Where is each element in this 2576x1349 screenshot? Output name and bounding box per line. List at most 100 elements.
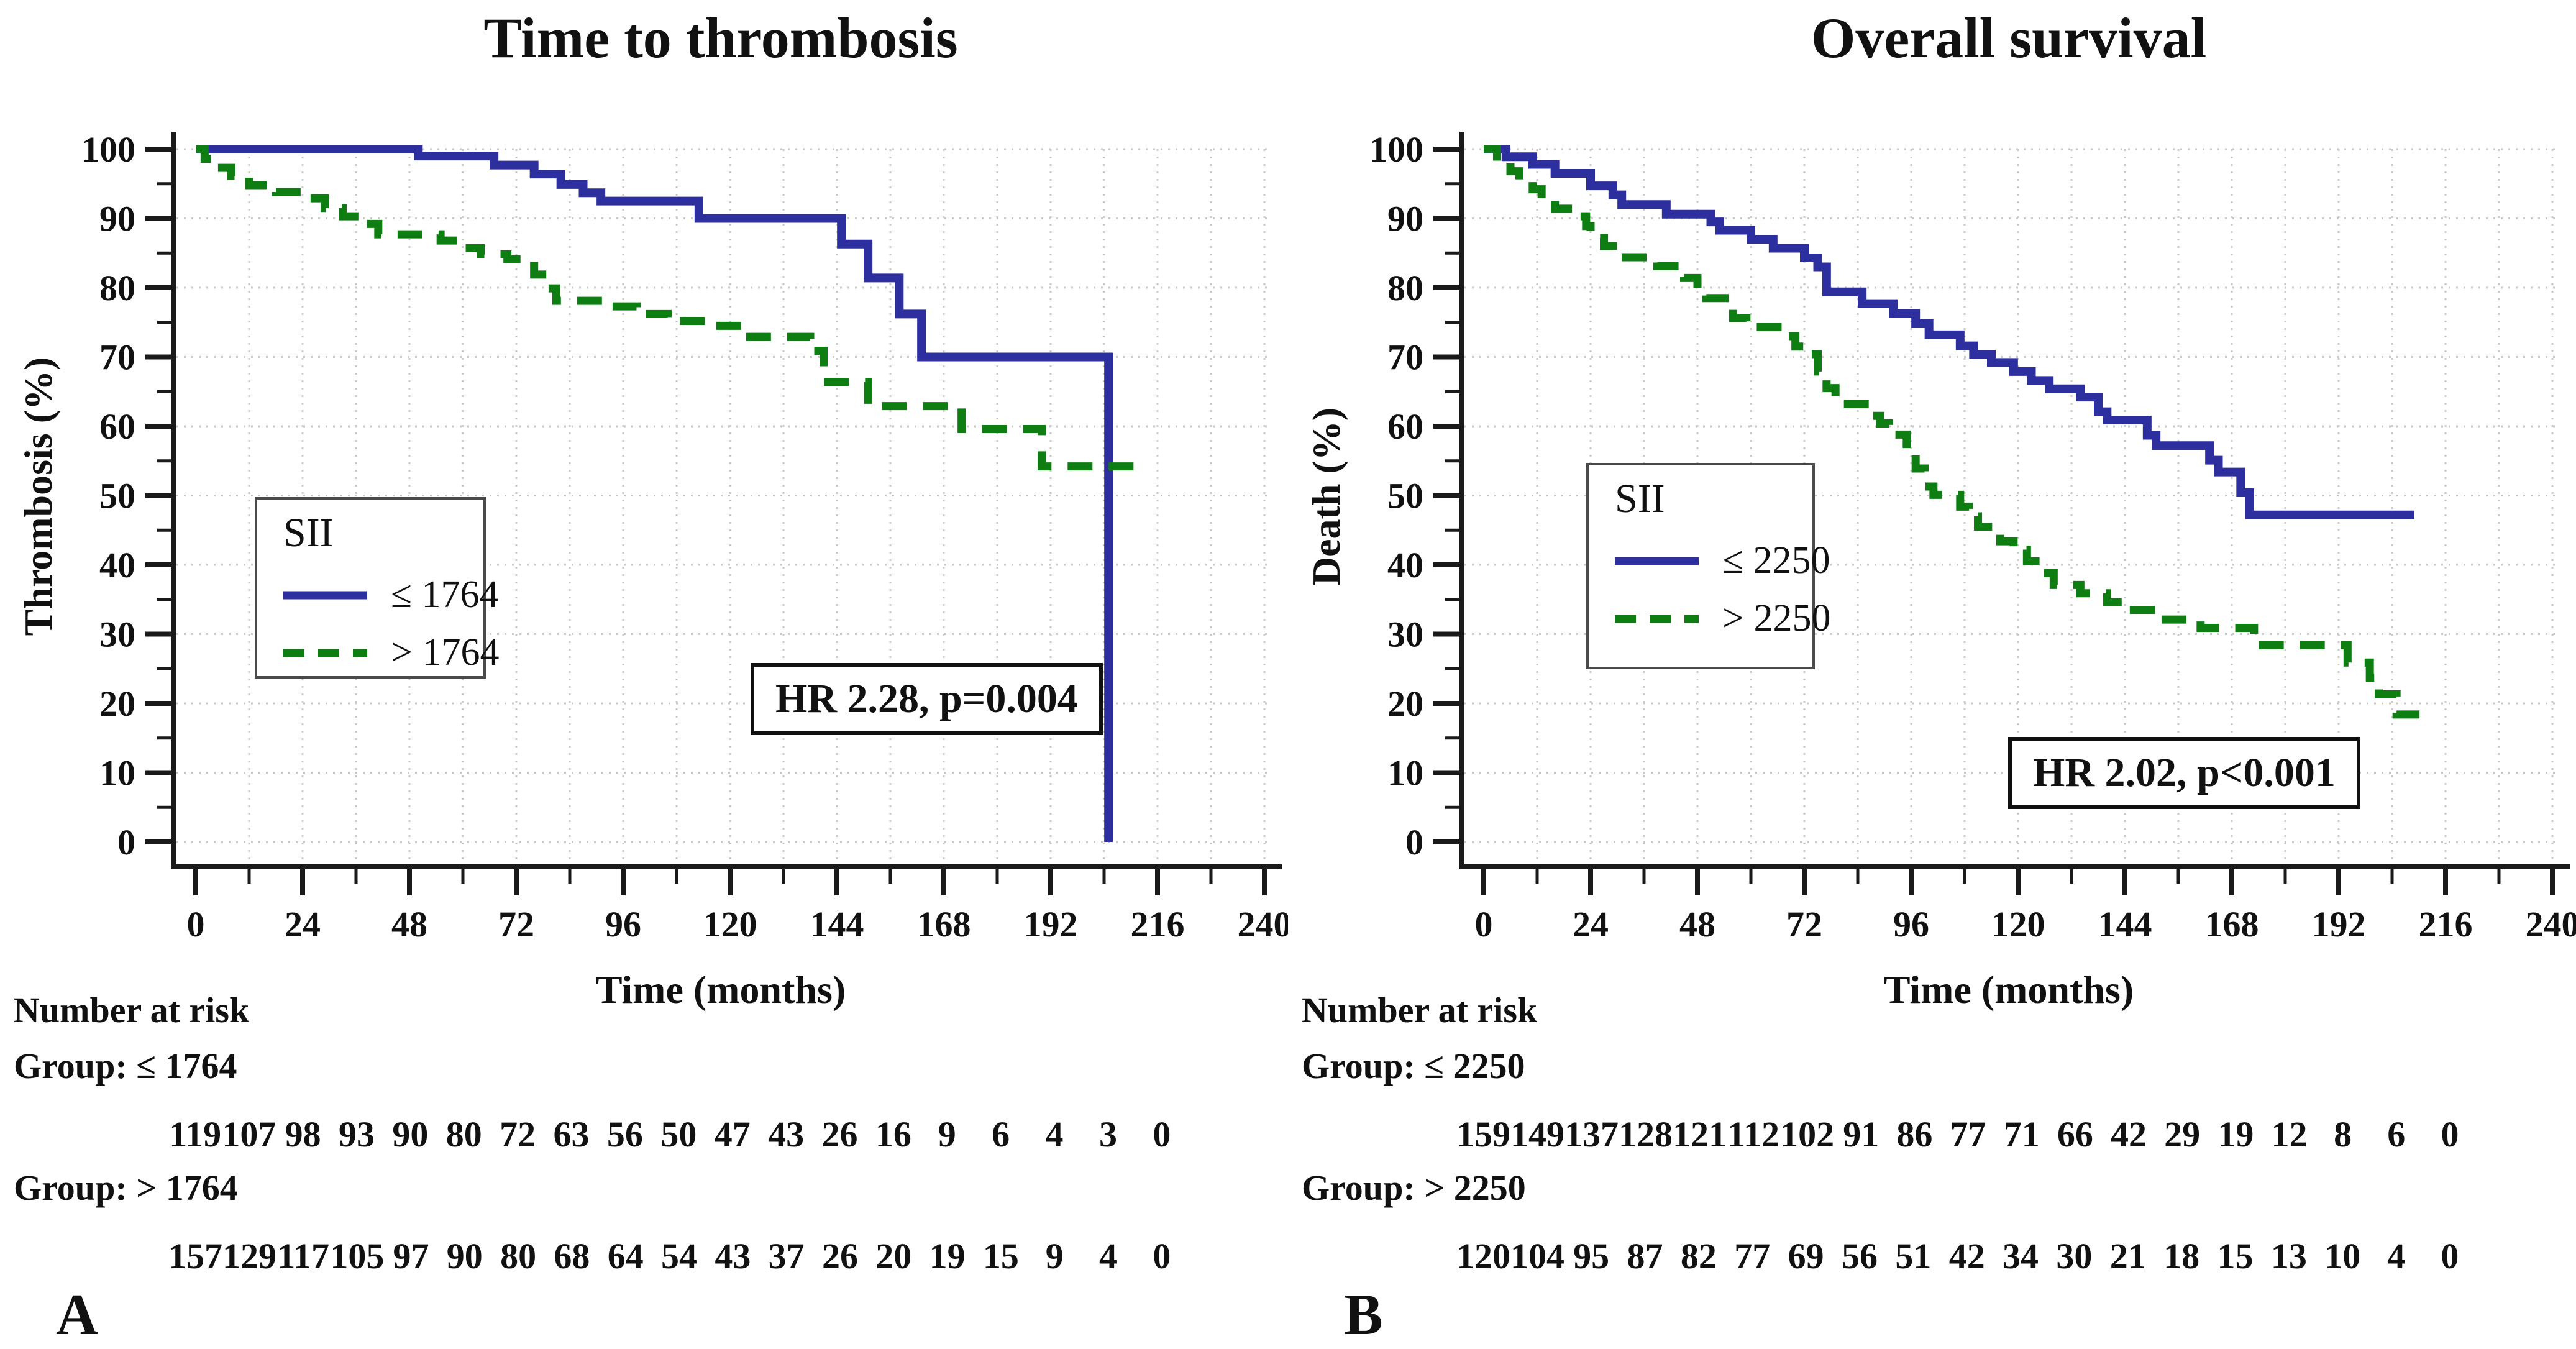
risk-count: 105	[330, 1236, 385, 1276]
risk-count: 71	[2003, 1114, 2040, 1155]
risk-count: 69	[1788, 1236, 1824, 1276]
risk-count: 87	[1627, 1236, 1663, 1276]
legend-solid-line-icon	[1615, 557, 1699, 565]
km-plot: 0 24 48 72 96 120 144 168 192 216 240 0 10 20 30 40 50 60…	[81, 129, 1288, 944]
risk-count: 56	[606, 1114, 643, 1155]
legend-dashed-line-icon	[283, 649, 367, 657]
panel-time-to-thrombosis: Time to thrombosis Thrombosis (%) 0 24 48 7…	[14, 6, 1288, 1347]
legend: SII ≤ 1764 > 1764	[255, 497, 499, 679]
risk-count: 18	[2163, 1236, 2200, 1276]
risk-count: 80	[445, 1114, 482, 1155]
x-tick-label: 0	[1475, 904, 1493, 944]
x-axis-label: Time (months)	[595, 967, 846, 1012]
risk-count: 119	[169, 1114, 222, 1155]
legend-title: SII	[1615, 476, 1665, 521]
risk-group-label: Group: ≤ 2250	[1302, 1046, 1525, 1086]
risk-count: 4	[1045, 1114, 1064, 1155]
risk-count: 137	[1564, 1114, 1619, 1155]
y-tick-label: 30	[1387, 615, 1423, 655]
hr-annotation: HR 2.28, p=0.004	[751, 663, 1103, 735]
series-curve	[1484, 145, 2414, 519]
series-curve	[196, 145, 1136, 471]
y-tick-label: 70	[1387, 337, 1423, 378]
risk-count: 43	[715, 1236, 751, 1276]
risk-group-label: Group: > 1764	[14, 1168, 238, 1208]
y-tick-label: 80	[1387, 268, 1423, 308]
risk-count-row: 120 104 95 87 82 77 69 56 51 42 34 30 21 18 15 13 10 4 0	[1456, 1235, 2477, 1277]
risk-count: 15	[982, 1236, 1019, 1276]
legend-entry-label: ≤ 1764	[391, 574, 499, 616]
risk-count: 30	[2056, 1236, 2093, 1276]
risk-count: 80	[500, 1236, 537, 1276]
risk-count: 12	[2271, 1114, 2308, 1155]
risk-count: 13	[2270, 1236, 2307, 1276]
risk-count: 66	[2057, 1114, 2093, 1155]
series-curve	[196, 145, 1113, 842]
hr-annotation: HR 2.02, p<0.001	[2008, 737, 2360, 809]
legend-entry-low: ≤ 2250	[1615, 539, 1830, 583]
risk-count: 56	[1841, 1236, 1878, 1276]
x-axis-label: Time (months)	[1883, 967, 2134, 1012]
risk-count: 72	[500, 1114, 536, 1155]
y-tick-label: 100	[81, 129, 135, 170]
y-tick-label: 0	[117, 822, 135, 862]
risk-count: 77	[1950, 1114, 1986, 1155]
legend-title: SII	[283, 510, 334, 556]
number-at-risk-header: Number at risk	[14, 990, 250, 1030]
y-tick-label: 50	[1387, 476, 1423, 516]
legend-solid-line-icon	[283, 591, 367, 599]
risk-count: 95	[1573, 1236, 1610, 1276]
x-tick-label: 120	[703, 904, 757, 944]
x-tick-label: 120	[1991, 904, 2045, 944]
risk-count: 6	[992, 1114, 1010, 1155]
risk-count: 112	[1727, 1114, 1779, 1155]
x-tick-label: 240	[2526, 904, 2576, 944]
x-tick-label: 48	[391, 904, 427, 944]
y-tick-label: 10	[1387, 753, 1423, 793]
y-tick-label: 80	[99, 268, 135, 308]
risk-count: 121	[1673, 1114, 1727, 1155]
risk-count: 159	[1456, 1114, 1510, 1155]
risk-count-row: 119 107 98 93 90 80 72 63 56 50 47 43 26 16 9 6 4 3 0	[168, 1113, 1189, 1155]
risk-count: 6	[2387, 1114, 2406, 1155]
risk-count: 37	[768, 1236, 805, 1276]
risk-count: 104	[1510, 1236, 1564, 1276]
series-curve	[1484, 145, 2432, 719]
x-tick-label: 144	[810, 904, 864, 944]
risk-count: 82	[1680, 1236, 1717, 1276]
y-tick-label: 60	[1387, 406, 1423, 447]
x-tick-label: 96	[1893, 904, 1929, 944]
risk-count: 19	[2217, 1114, 2254, 1155]
risk-count: 9	[1045, 1236, 1064, 1276]
risk-count: 50	[660, 1114, 697, 1155]
risk-count: 16	[875, 1114, 911, 1155]
risk-count: 0	[1153, 1114, 1171, 1155]
legend-entry-label: ≤ 2250	[1722, 539, 1830, 582]
risk-count: 64	[607, 1236, 644, 1276]
y-tick-label: 20	[99, 684, 135, 724]
risk-group-label: Group: > 2250	[1302, 1168, 1526, 1208]
x-tick-label: 168	[917, 904, 971, 944]
risk-count: 117	[277, 1236, 330, 1276]
risk-count: 97	[393, 1236, 429, 1276]
legend: SII ≤ 2250 > 2250	[1586, 463, 1830, 669]
risk-count: 9	[938, 1114, 956, 1155]
risk-count: 0	[2441, 1236, 2459, 1276]
x-tick-label: 96	[605, 904, 641, 944]
x-tick-label: 192	[1024, 904, 1078, 944]
x-tick-label: 168	[2205, 904, 2259, 944]
risk-count: 0	[2441, 1114, 2459, 1155]
legend-entry-high: > 1764	[283, 631, 499, 675]
x-tick-label: 24	[285, 904, 321, 944]
y-tick-label: 30	[99, 615, 135, 655]
risk-count: 19	[929, 1236, 966, 1276]
panel-overall-survival: Overall survival Death (%) 0 24 48 72 96 120 1…	[1288, 0, 2576, 1349]
y-tick-label: 10	[99, 753, 135, 793]
y-tick-label: 40	[1387, 545, 1423, 585]
risk-count: 26	[821, 1236, 858, 1276]
risk-count: 90	[392, 1114, 429, 1155]
y-tick-label: 20	[1387, 684, 1423, 724]
km-plot: 0 24 48 72 96 120 144 168 192 216 240 0 10 20 30 40 50 60…	[1369, 129, 2576, 944]
risk-count: 29	[2164, 1114, 2201, 1155]
